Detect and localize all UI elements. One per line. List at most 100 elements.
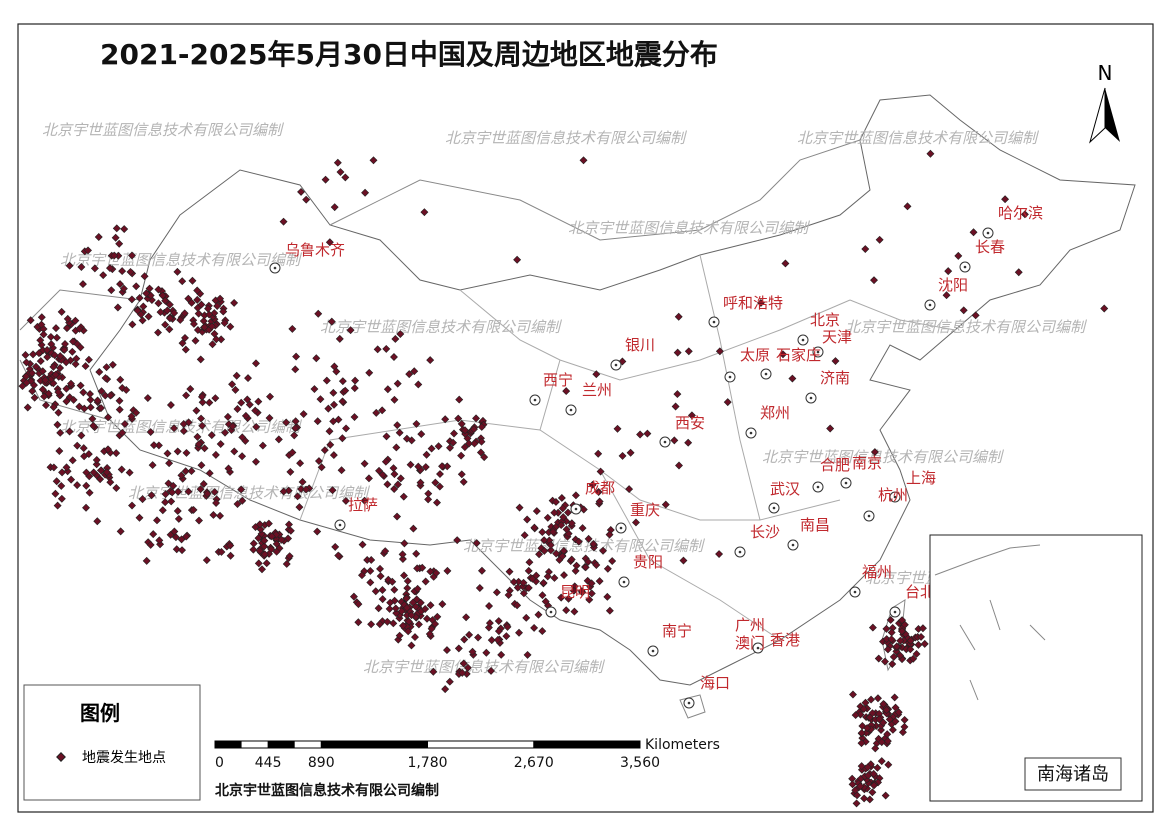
- earthquake: [182, 448, 191, 457]
- earthquake: [217, 548, 226, 556]
- earthquake: [857, 762, 866, 771]
- earthquake: [375, 620, 384, 629]
- earthquake: [210, 488, 219, 496]
- credit: 北京宇世蓝图信息技术有限公司编制: [215, 782, 439, 799]
- earthquake: [435, 482, 444, 491]
- earthquake: [230, 447, 239, 456]
- earthquake: [330, 203, 339, 212]
- earthquake: [969, 228, 978, 237]
- earthquake: [233, 500, 242, 509]
- earthquake: [558, 552, 567, 561]
- earthquake: [29, 350, 37, 359]
- hainan: [679, 694, 706, 719]
- earthquake: [485, 619, 494, 628]
- city-label: 香港: [770, 631, 800, 649]
- watermark: 北京宇世蓝图信息技术有限公司编制: [363, 658, 606, 676]
- earthquake: [570, 607, 579, 616]
- earthquake: [413, 564, 422, 573]
- earthquake: [163, 306, 172, 315]
- inset-frame: [929, 534, 1143, 802]
- earthquake: [900, 715, 909, 724]
- earthquake: [54, 408, 63, 417]
- earthquake: [177, 471, 186, 480]
- arrow-right: [1105, 88, 1120, 142]
- earthquake: [873, 763, 882, 772]
- earthquake: [416, 478, 425, 487]
- earthquake: [472, 539, 481, 548]
- city-label: 拉萨: [348, 496, 378, 514]
- earthquake: [203, 489, 212, 498]
- earthquake: [202, 556, 211, 565]
- earthquake: [459, 477, 468, 486]
- earthquake: [562, 606, 571, 615]
- earthquake: [302, 195, 311, 204]
- earthquake: [297, 187, 306, 196]
- earthquake: [684, 347, 693, 356]
- earthquake: [213, 302, 222, 310]
- earthquake: [540, 546, 549, 555]
- earthquake: [493, 636, 502, 644]
- earthquake: [71, 360, 80, 369]
- earthquake: [62, 324, 71, 333]
- earthquake: [515, 503, 524, 512]
- earthquake: [142, 289, 151, 298]
- earthquake: [487, 636, 496, 645]
- earthquake: [181, 467, 190, 476]
- earthquake: [361, 188, 370, 197]
- city-marker-dot: [844, 481, 848, 485]
- earthquake: [861, 698, 870, 707]
- city-marker-dot: [764, 372, 768, 376]
- earthquake: [73, 441, 82, 450]
- city-marker-dot: [749, 431, 753, 435]
- earthquake: [417, 430, 426, 439]
- earthquake: [465, 630, 474, 639]
- earthquake: [882, 635, 891, 644]
- earthquake: [329, 451, 338, 460]
- earthquake: [53, 501, 62, 510]
- earthquake: [350, 413, 359, 422]
- city-label: 杭州: [878, 486, 908, 504]
- earthquake: [626, 448, 635, 457]
- earthquake: [179, 420, 188, 428]
- earthquake: [147, 491, 156, 500]
- earthquake: [917, 632, 926, 641]
- earthquake: [390, 485, 399, 493]
- earthquake: [918, 624, 927, 633]
- earthquake: [128, 251, 136, 260]
- earthquake: [572, 561, 581, 570]
- earthquake: [538, 591, 547, 600]
- earthquake: [76, 343, 85, 352]
- city-marker-dot: [619, 526, 623, 530]
- earthquake: [216, 440, 225, 449]
- earthquake: [341, 496, 350, 505]
- earthquake: [443, 646, 451, 655]
- earthquake: [193, 295, 202, 304]
- earthquake: [101, 374, 110, 382]
- earthquake: [325, 427, 334, 436]
- earthquake: [459, 659, 468, 668]
- earthquake: [851, 711, 860, 720]
- earthquake: [211, 394, 220, 403]
- earthquake: [174, 487, 183, 496]
- earthquake: [592, 370, 601, 379]
- city-marker-dot: [893, 495, 897, 499]
- earthquake: [549, 527, 558, 536]
- earthquake: [393, 480, 402, 489]
- earthquake: [184, 294, 193, 303]
- earthquake: [497, 650, 506, 659]
- earthquake: [178, 546, 186, 555]
- earthquake: [331, 542, 340, 551]
- earthquake: [403, 584, 412, 593]
- earthquake: [221, 428, 230, 437]
- earthquake: [101, 391, 110, 400]
- earthquake: [226, 322, 235, 331]
- earthquake: [433, 498, 441, 507]
- earthquake: [382, 344, 391, 353]
- earthquake: [557, 493, 566, 502]
- earthquake: [99, 271, 108, 280]
- earthquake: [42, 401, 50, 410]
- earthquake: [898, 627, 906, 636]
- earthquake: [312, 354, 321, 363]
- earthquake: [145, 284, 154, 293]
- earthquake: [480, 453, 489, 462]
